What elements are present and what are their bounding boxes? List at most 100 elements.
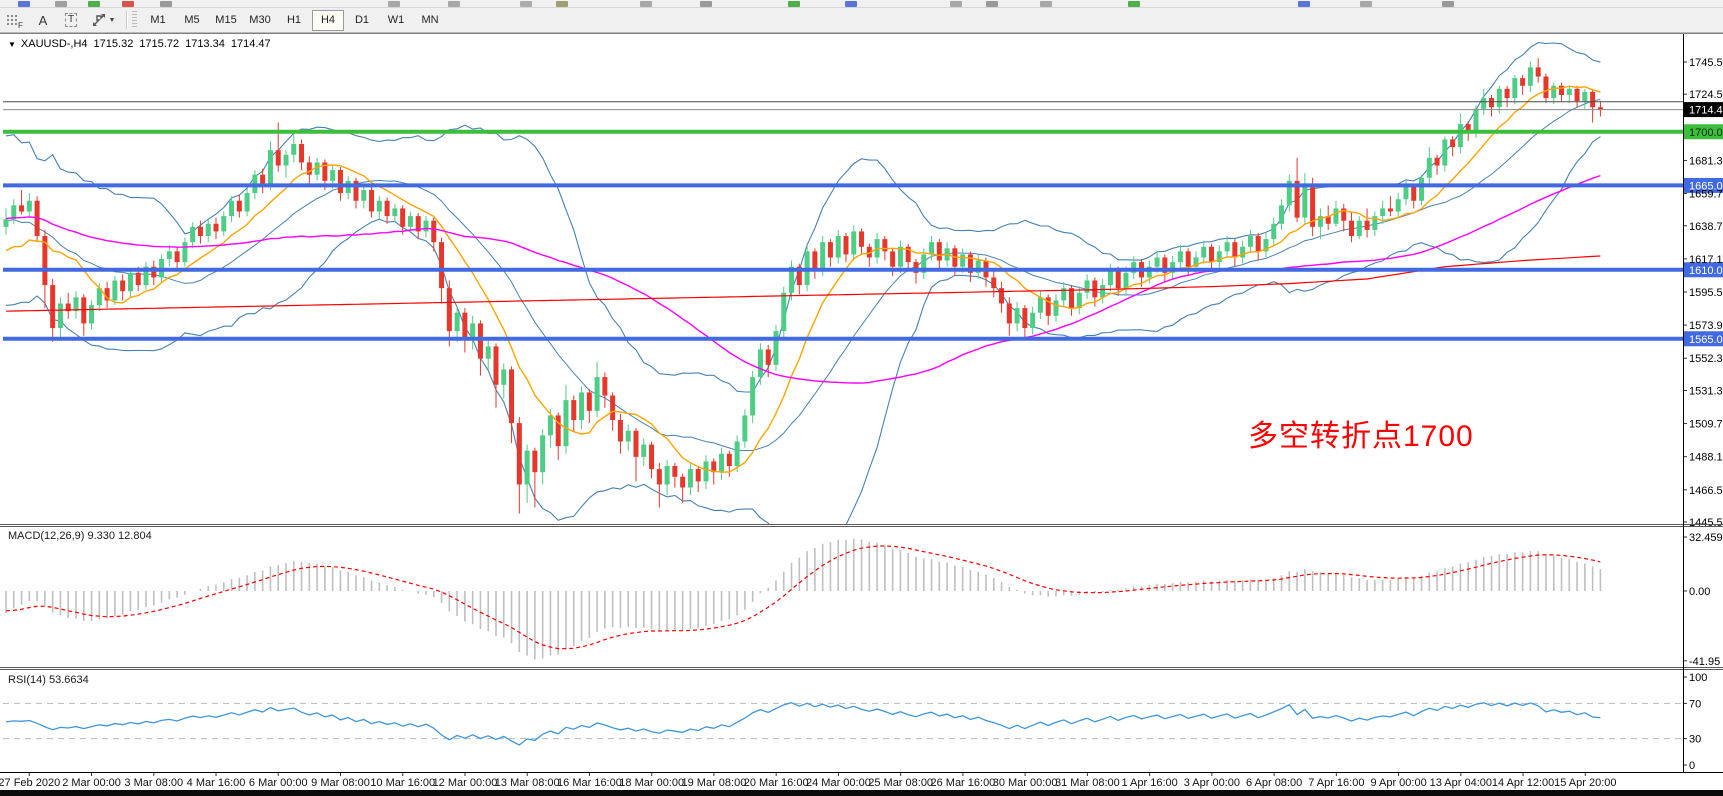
rsi-line — [5, 702, 1601, 746]
bear-candle — [1341, 208, 1347, 221]
bear-candle — [306, 162, 312, 175]
bull-candle — [1123, 272, 1129, 289]
toolbar-separator — [126, 11, 128, 29]
clipped-toolbar-icon — [160, 1, 172, 7]
bull-candle — [1496, 88, 1502, 108]
bear-candle — [1310, 183, 1316, 227]
bear-candle — [516, 423, 522, 485]
arrows-tool-button[interactable]: ▼ — [86, 10, 120, 30]
bear-candle — [680, 476, 686, 488]
bull-candle — [1286, 180, 1292, 206]
bear-candle — [602, 377, 608, 396]
bull-candle — [423, 220, 429, 232]
price-axis-area[interactable] — [1683, 34, 1723, 772]
clipped-toolbar-icon — [700, 1, 712, 7]
low-value: 1713.34 — [185, 38, 225, 50]
bull-candle — [750, 377, 756, 416]
timeframe-button-m1[interactable]: M1 — [150, 14, 166, 26]
time-tick-label: 20 Mar 16:00 — [744, 777, 809, 789]
bear-candle — [656, 469, 662, 485]
bear-candle — [586, 392, 592, 411]
timeframe-button-m15[interactable]: M15 — [215, 14, 237, 26]
bear-candle — [1465, 124, 1471, 132]
time-tick-label: 18 Mar 00:00 — [619, 777, 684, 789]
timeframe-button-mn[interactable]: MN — [421, 14, 439, 26]
time-tick-label: 7 Apr 16:00 — [1308, 777, 1364, 789]
clipped-toolbar-icon — [1040, 1, 1052, 7]
bull-candle — [820, 242, 826, 270]
timeframe-button-h1[interactable]: H1 — [286, 14, 302, 26]
bull-candle — [835, 236, 841, 258]
timeframe-button-h4[interactable]: H4 — [312, 9, 344, 31]
bull-candle — [641, 444, 647, 457]
rsi-indicator-label: RSI(14) 53.6634 — [8, 674, 89, 686]
bull-candle — [1107, 269, 1113, 286]
timeframe-button-m5[interactable]: M5 — [184, 14, 200, 26]
bear-candle — [617, 420, 623, 442]
bull-candle — [314, 162, 320, 175]
bull-candle — [960, 254, 966, 267]
bull-candle — [734, 441, 740, 467]
bear-candle — [796, 266, 802, 286]
clipped-toolbar-icon — [1128, 1, 1140, 7]
bull-candle — [1100, 285, 1106, 298]
time-tick-label: 27 Feb 2020 — [0, 777, 60, 789]
main-panel-layer — [3, 42, 1603, 524]
bull-candle — [454, 312, 460, 332]
bull-candle — [190, 226, 196, 243]
bull-candle — [547, 415, 553, 436]
bull-candle — [719, 453, 725, 473]
bull-candle — [1146, 266, 1152, 278]
timeframe-button-m30[interactable]: M30 — [249, 14, 271, 26]
bull-candle — [1395, 199, 1401, 212]
bear-candle — [633, 430, 639, 457]
bull-candle — [57, 303, 63, 329]
time-tick-label: 13 Apr 04:00 — [1430, 777, 1492, 789]
bull-candle — [1426, 157, 1432, 178]
time-tick-label: 16 Mar 16:00 — [557, 777, 622, 789]
bear-candle — [1590, 91, 1596, 108]
macd-indicator-label: MACD(12,26,9) 9.330 12.804 — [8, 530, 152, 542]
bull-candle — [3, 219, 9, 227]
bear-candle — [337, 170, 343, 194]
text-box-tool-button[interactable]: T — [58, 10, 84, 30]
toolbar-drag-handle[interactable] — [132, 11, 137, 29]
bull-candle — [1131, 262, 1137, 273]
clipped-toolbar-icon — [556, 1, 568, 7]
timeframe-button-d1[interactable]: D1 — [354, 14, 370, 26]
collapse-triangle-icon: ▼ — [8, 40, 16, 49]
time-axis-area[interactable] — [0, 772, 1723, 790]
time-tick-label: 15 Apr 20:00 — [1554, 777, 1616, 789]
bull-candle — [781, 292, 787, 332]
bull-candle — [1170, 262, 1176, 273]
bear-candle — [50, 285, 56, 329]
bull-candle — [524, 450, 530, 485]
bear-candle — [843, 236, 849, 255]
bear-candle — [1115, 269, 1121, 289]
bear-candle — [493, 346, 499, 385]
bear-candle — [905, 246, 911, 263]
bull-candle — [1271, 223, 1277, 240]
bear-candle — [1162, 257, 1168, 273]
chevron-down-icon: ▼ — [108, 16, 116, 24]
clipped-toolbar-icon — [1360, 1, 1372, 7]
candles-layer — [3, 58, 1603, 514]
bull-candle — [563, 400, 569, 447]
macd-tick-label: 0.00 — [1689, 586, 1710, 598]
bull-candle — [1061, 288, 1067, 301]
bull-candle — [1582, 91, 1588, 102]
crosshair-grid-tool-button[interactable]: F — [2, 10, 28, 30]
bear-candle — [1434, 157, 1440, 166]
clipped-toolbar-icon — [986, 1, 998, 7]
bear-candle — [353, 180, 359, 201]
chart-window: 1700.00 1665.00 1610.00 1565.00 1714.47 1745.… — [0, 33, 1723, 790]
bear-candle — [999, 288, 1005, 304]
bear-candle — [439, 242, 445, 289]
chart-plot-area[interactable] — [3, 34, 1683, 772]
text-label-tool-button[interactable]: A — [30, 10, 56, 30]
timeframe-button-w1[interactable]: W1 — [387, 14, 405, 26]
bull-candle — [1403, 186, 1409, 200]
clipped-main-toolbar — [0, 0, 1723, 8]
time-tick-label: 3 Mar 08:00 — [124, 777, 183, 789]
bear-candle — [1209, 246, 1215, 263]
